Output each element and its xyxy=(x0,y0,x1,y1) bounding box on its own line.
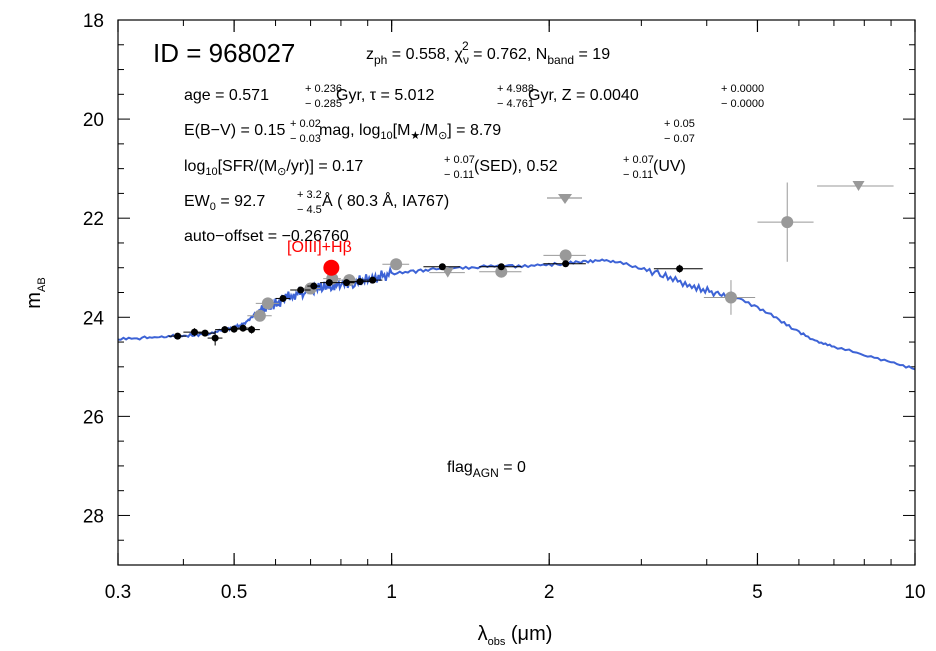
svg-text:mag, log10[M★/M⊙] = 8.79: mag, log10[M★/M⊙] = 8.79 xyxy=(319,122,501,142)
auto-offset-label: auto−offset = −0.26760 xyxy=(184,228,349,245)
detected-point xyxy=(497,263,505,271)
ebv-mass-line: E(B−V) = 0.15 + 0.02 − 0.03 mag, log10[M… xyxy=(184,118,695,145)
detected-point xyxy=(310,282,318,290)
svg-text:− 4.761: − 4.761 xyxy=(497,98,534,110)
svg-text:+ 0.07: + 0.07 xyxy=(623,154,654,166)
y-tick-label: 28 xyxy=(83,506,104,527)
gray-point xyxy=(495,265,508,278)
ew-legend-triangle-icon xyxy=(558,194,572,204)
svg-text:− 0.03: − 0.03 xyxy=(290,133,321,145)
detected-point xyxy=(297,286,305,294)
x-axis-title: λobs (μm) xyxy=(478,623,553,648)
gray-point xyxy=(724,291,737,304)
svg-text:+ 3.2: + 3.2 xyxy=(297,189,322,201)
svg-text:(UV): (UV) xyxy=(653,158,686,175)
svg-text:+ 0.236: + 0.236 xyxy=(305,83,342,95)
ew-line: EW0 = 92.7 + 3.2 − 4.5 Å ( 80.3 Å, IA767… xyxy=(184,189,582,216)
tick-labels: 0.3 0.5 1 2 5 10 18 20 22 24 26 28 xyxy=(83,11,926,603)
photometry-points xyxy=(168,180,894,346)
object-id: ID = 968027 xyxy=(153,38,295,68)
gray-point xyxy=(253,309,266,322)
detected-point xyxy=(676,265,684,273)
model-sed-line xyxy=(117,258,916,371)
svg-text:+ 0.05: + 0.05 xyxy=(664,118,695,130)
y-tick-label: 26 xyxy=(83,407,104,428)
detected-point xyxy=(343,279,351,287)
y-tick-label: 18 xyxy=(83,11,104,32)
detected-point xyxy=(562,260,570,268)
svg-text:− 0.11: − 0.11 xyxy=(623,169,653,181)
svg-text:− 0.0000: − 0.0000 xyxy=(721,98,764,110)
detected-point xyxy=(356,278,364,286)
detected-point xyxy=(438,263,446,271)
upper-limit-triangle xyxy=(852,180,865,191)
svg-text:Gyr, τ = 5.012: Gyr, τ = 5.012 xyxy=(336,87,434,104)
gray-point xyxy=(559,249,572,262)
oiii-point xyxy=(323,259,340,276)
y-tick-label: 24 xyxy=(83,308,105,329)
svg-text:E(B−V) = 0.15: E(B−V) = 0.15 xyxy=(184,122,285,139)
detected-point xyxy=(369,276,377,284)
y-tick-label: 20 xyxy=(83,110,104,131)
x-tick-label: 5 xyxy=(752,582,763,603)
detected-point xyxy=(239,324,247,332)
age-tau-z-line: age = 0.571 + 0.236 − 0.285 Gyr, τ = 5.0… xyxy=(184,83,764,110)
agn-flag: flagAGN = 0 xyxy=(447,459,526,480)
oiii-label: [OIII]+Hβ xyxy=(287,239,352,256)
detected-point xyxy=(174,332,182,340)
detected-point xyxy=(279,294,287,302)
x-tick-label: 1 xyxy=(386,582,397,603)
upper-limit-triangle xyxy=(441,267,454,278)
detected-point xyxy=(325,279,333,287)
x-tick-label: 2 xyxy=(544,582,555,603)
svg-text:Gyr, Z = 0.0040: Gyr, Z = 0.0040 xyxy=(528,87,639,104)
x-tick-label: 0.5 xyxy=(221,582,247,603)
redshift-chi-nband: zph = 0.558, χν2 = 0.762, Nband = 19 xyxy=(366,39,610,67)
svg-text:log10[SFR/(M⊙/yr)] = 0.17: log10[SFR/(M⊙/yr)] = 0.17 xyxy=(184,158,363,178)
svg-text:− 0.11: − 0.11 xyxy=(444,169,474,181)
x-tick-label: 0.3 xyxy=(105,582,131,603)
detected-point xyxy=(248,326,256,334)
svg-text:EW0 = 92.7: EW0 = 92.7 xyxy=(184,193,265,213)
svg-text:+ 0.07: + 0.07 xyxy=(444,154,475,166)
y-tick-label: 22 xyxy=(83,209,104,230)
detected-point xyxy=(190,328,198,336)
detected-point xyxy=(230,325,238,333)
gray-point xyxy=(781,216,794,229)
sfr-line: log10[SFR/(M⊙/yr)] = 0.17 + 0.07 − 0.11 … xyxy=(184,154,686,181)
y-axis-title: mAB xyxy=(23,277,48,308)
svg-text:+ 0.0000: + 0.0000 xyxy=(721,83,764,95)
svg-text:+ 0.02: + 0.02 xyxy=(290,118,321,130)
svg-text:− 0.07: − 0.07 xyxy=(664,133,695,145)
svg-text:− 4.5: − 4.5 xyxy=(297,204,322,216)
gray-point xyxy=(261,297,274,310)
svg-text:Å ( 80.3 Å, IA767): Å ( 80.3 Å, IA767) xyxy=(322,191,449,210)
gray-point xyxy=(390,258,403,271)
svg-text:(SED), 0.52: (SED), 0.52 xyxy=(474,158,558,175)
plot-frame xyxy=(117,19,916,566)
x-tick-label: 10 xyxy=(904,582,925,603)
svg-text:− 0.285: − 0.285 xyxy=(305,98,342,110)
detected-point xyxy=(211,334,219,342)
detected-point xyxy=(201,329,209,337)
svg-text:+ 4.988: + 4.988 xyxy=(497,83,534,95)
svg-text:age = 0.571: age = 0.571 xyxy=(184,87,269,104)
